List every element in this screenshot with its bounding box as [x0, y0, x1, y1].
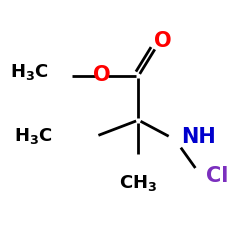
Text: $\mathregular{CH_3}$: $\mathregular{CH_3}$: [119, 173, 158, 193]
Text: Cl: Cl: [206, 166, 228, 186]
Text: O: O: [154, 30, 172, 50]
Text: O: O: [93, 65, 110, 85]
Text: $\mathregular{H_3C}$: $\mathregular{H_3C}$: [14, 126, 53, 146]
Text: $\mathregular{H_3C}$: $\mathregular{H_3C}$: [10, 62, 49, 82]
Text: NH: NH: [181, 127, 216, 147]
